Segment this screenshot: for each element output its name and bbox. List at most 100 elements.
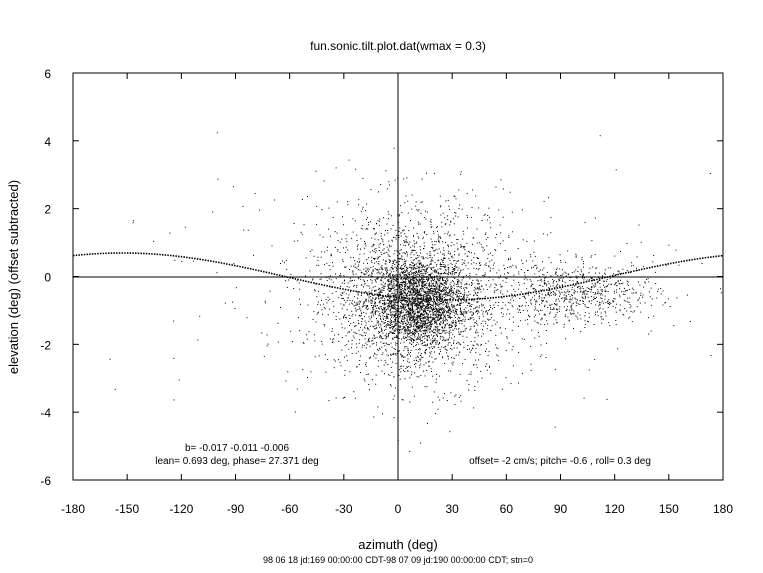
scatter-point: [449, 323, 450, 325]
scatter-point: [581, 256, 583, 258]
scatter-point: [320, 256, 322, 258]
scatter-point: [434, 319, 436, 321]
scatter-point: [419, 315, 421, 317]
scatter-point: [447, 316, 449, 318]
scatter-point: [457, 216, 459, 218]
scatter-point: [587, 321, 589, 323]
scatter-point: [408, 272, 410, 274]
scatter-point: [375, 289, 377, 291]
scatter-point: [413, 280, 415, 282]
scatter-point: [405, 280, 407, 282]
scatter-point: [473, 407, 475, 409]
scatter-point: [444, 320, 446, 322]
scatter-point: [482, 325, 484, 327]
scatter-point: [393, 298, 395, 300]
scatter-point: [453, 281, 454, 283]
scatter-point: [387, 232, 389, 234]
scatter-point: [588, 301, 590, 303]
scatter-point: [495, 302, 497, 304]
scatter-point: [394, 348, 396, 350]
scatter-point: [407, 301, 409, 303]
scatter-point: [459, 292, 461, 294]
scatter-point: [482, 329, 483, 331]
scatter-point: [426, 307, 428, 309]
scatter-point: [383, 302, 385, 304]
scatter-point: [418, 283, 420, 285]
scatter-point: [391, 337, 393, 339]
scatter-point: [433, 309, 435, 310]
scatter-point: [388, 250, 390, 252]
scatter-point: [444, 346, 446, 348]
scatter-point: [435, 241, 437, 243]
scatter-point: [447, 199, 449, 201]
scatter-point: [477, 344, 479, 346]
scatter-point: [426, 296, 428, 298]
scatter-point: [460, 301, 462, 303]
scatter-point: [358, 314, 360, 316]
scatter-point: [435, 271, 437, 273]
scatter-point: [417, 327, 419, 329]
scatter-point: [403, 349, 405, 351]
scatter-point: [438, 315, 440, 317]
scatter-point: [408, 294, 410, 296]
scatter-point: [398, 318, 400, 320]
scatter-point: [508, 237, 510, 238]
scatter-point: [406, 324, 408, 326]
scatter-point: [410, 292, 412, 294]
scatter-point: [436, 297, 438, 299]
scatter-point: [447, 355, 448, 357]
scatter-point: [404, 331, 406, 333]
scatter-point: [367, 327, 369, 329]
scatter-point: [632, 311, 634, 313]
scatter-point: [434, 339, 435, 341]
scatter-point: [416, 302, 418, 304]
scatter-point: [428, 278, 430, 280]
scatter-point: [460, 395, 462, 397]
scatter-point: [570, 312, 571, 314]
scatter-point: [443, 290, 445, 292]
scatter-point: [423, 300, 425, 302]
scatter-point: [372, 245, 374, 247]
scatter-point: [470, 317, 472, 319]
scatter-point: [553, 294, 555, 296]
scatter-point: [477, 313, 478, 315]
scatter-point: [447, 274, 449, 276]
scatter-point: [358, 322, 359, 324]
scatter-point: [383, 287, 385, 289]
scatter-point: [639, 302, 641, 304]
scatter-point: [422, 295, 424, 297]
scatter-point: [403, 295, 405, 296]
scatter-point: [418, 279, 420, 281]
scatter-point: [574, 290, 576, 292]
scatter-point: [426, 349, 427, 350]
scatter-point: [495, 289, 497, 291]
scatter-point: [446, 352, 448, 354]
scatter-point: [385, 338, 387, 340]
scatter-point: [381, 370, 383, 372]
scatter-point: [419, 354, 421, 356]
scatter-point: [464, 293, 466, 295]
scatter-point: [399, 316, 401, 318]
scatter-point: [457, 318, 459, 320]
scatter-point: [370, 221, 371, 223]
scatter-point: [404, 327, 406, 329]
scatter-point: [438, 330, 440, 332]
scatter-point: [422, 317, 424, 319]
scatter-point: [417, 337, 419, 339]
scatter-point: [390, 284, 392, 286]
scatter-point: [413, 282, 415, 283]
scatter-point: [418, 293, 420, 295]
scatter-point: [420, 308, 422, 309]
scatter-point: [312, 319, 314, 320]
scatter-point: [409, 301, 411, 303]
scatter-point: [362, 329, 364, 331]
scatter-point: [462, 335, 464, 337]
scatter-point: [469, 303, 471, 305]
scatter-point: [441, 273, 443, 275]
scatter-point: [464, 260, 466, 262]
scatter-point: [432, 341, 434, 343]
scatter-point: [382, 352, 384, 354]
scatter-point: [434, 270, 436, 272]
scatter-point: [439, 275, 441, 277]
scatter-point: [368, 357, 370, 359]
